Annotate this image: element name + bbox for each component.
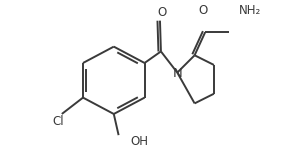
- Text: NH₂: NH₂: [239, 4, 261, 17]
- Text: Cl: Cl: [52, 115, 64, 128]
- Text: N: N: [172, 67, 182, 80]
- Text: O: O: [199, 4, 208, 17]
- Text: O: O: [157, 6, 166, 19]
- Text: OH: OH: [130, 135, 148, 148]
